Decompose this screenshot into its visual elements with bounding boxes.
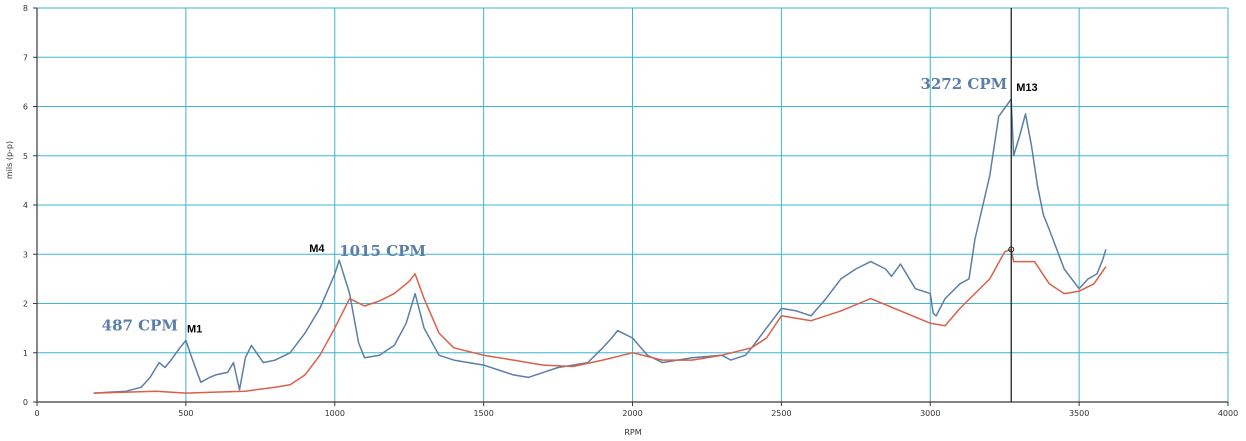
y-tick-label: 3	[23, 250, 28, 259]
y-axis-title: mils (p-p)	[5, 141, 14, 179]
x-tick-label: 4000	[1218, 409, 1238, 418]
y-tick-label: 6	[23, 103, 28, 112]
x-tick-label: 500	[178, 409, 193, 418]
x-tick-label: 3500	[1069, 409, 1089, 418]
cursor-marker	[1008, 246, 1015, 253]
y-tick-label: 7	[23, 53, 28, 62]
x-tick-label: 0	[34, 409, 39, 418]
y-tick-label: 4	[23, 201, 28, 210]
peak-label: 1015 CPM	[339, 242, 426, 260]
series-line-1	[93, 98, 1107, 394]
y-tick-label: 1	[23, 349, 28, 358]
y-tick-label: 0	[23, 398, 28, 407]
y-tick-label: 8	[23, 4, 28, 13]
grid	[36, 7, 1229, 403]
x-tick-label: 3000	[920, 409, 940, 418]
x-tick-label: 2000	[622, 409, 642, 418]
y-tick-label: 2	[23, 300, 28, 309]
x-tick-label: 1500	[473, 409, 493, 418]
x-tick-label: 1000	[325, 409, 345, 418]
axes: 0 500 1000 1500 2000 2500 3000 3500 4000 0 1 2 3 4 5 6 7…	[23, 4, 1238, 418]
peak-label: 487 CPM	[102, 316, 178, 334]
marker-label: M4	[309, 243, 325, 255]
x-axis-title: RPM	[624, 428, 641, 437]
annotations-group: 487 CPM M1 1015 CPM M4 3272 CPM M13	[102, 75, 1038, 335]
marker-label: M13	[1016, 82, 1037, 94]
x-tick-label: 2500	[771, 409, 791, 418]
y-tick-label: 5	[23, 152, 28, 161]
cursor-group	[1008, 8, 1015, 402]
marker-label: M1	[187, 323, 202, 335]
peak-label: 3272 CPM	[920, 75, 1007, 93]
